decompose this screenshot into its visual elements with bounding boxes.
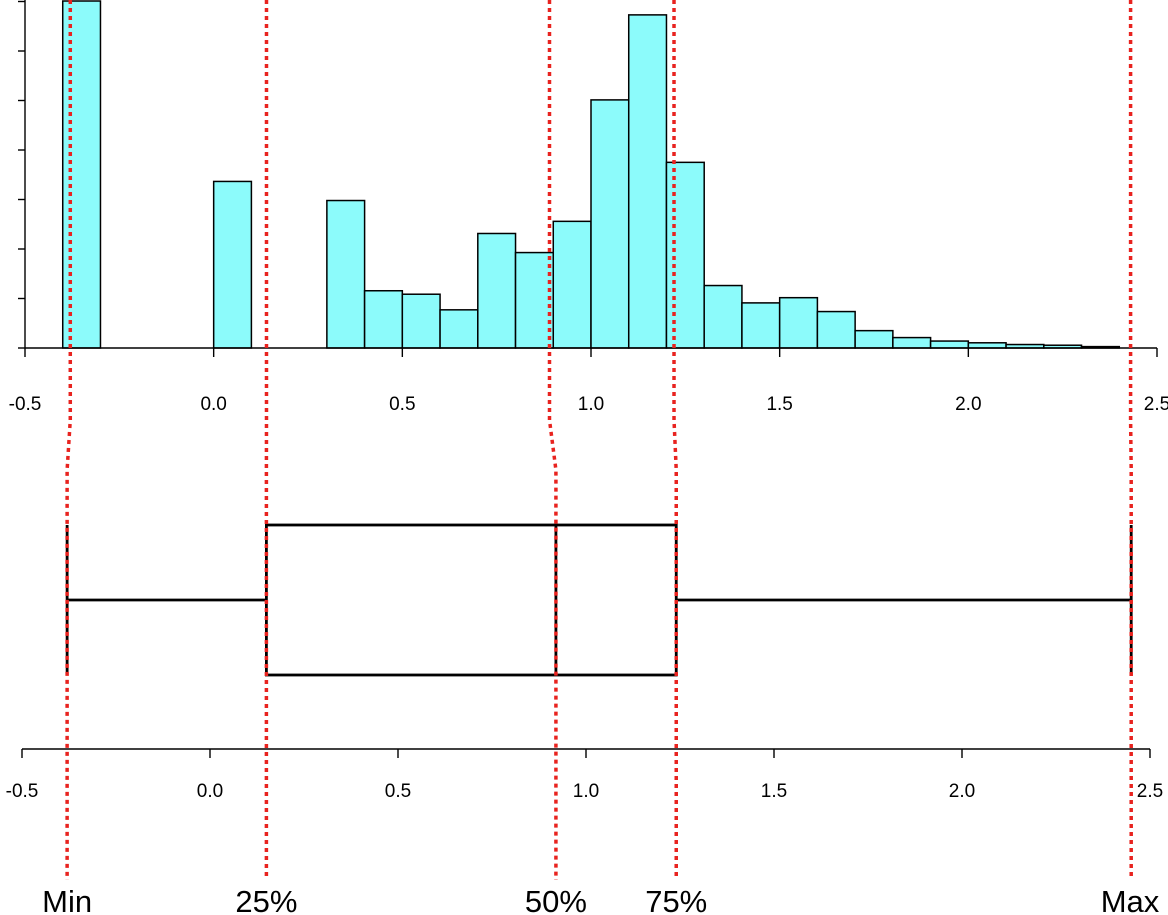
histogram-bar bbox=[477, 232, 517, 349]
histogram-bar bbox=[401, 293, 441, 349]
histogram-bar bbox=[703, 284, 743, 349]
histogram-bar bbox=[665, 161, 705, 349]
histogram-bar bbox=[552, 220, 592, 349]
x-tick-label: -0.5 bbox=[9, 394, 42, 415]
quantile-marker-line bbox=[672, 0, 678, 880]
quantile-label: 25% bbox=[235, 884, 297, 915]
histogram-bar bbox=[816, 310, 856, 349]
histogram-bar bbox=[778, 296, 819, 349]
x-tick-label: 1.5 bbox=[766, 394, 792, 415]
histogram-bar bbox=[61, 0, 102, 349]
x-tick-label: 2.5 bbox=[1144, 394, 1168, 415]
histogram-bar bbox=[590, 99, 630, 349]
quantile-markers: Min 25% 50% 75% Max bbox=[42, 0, 1160, 915]
histogram-bar bbox=[439, 309, 479, 349]
x-tick-label: 1.0 bbox=[578, 394, 604, 415]
x-tick-label: 2.5 bbox=[1137, 781, 1163, 802]
quantile-marker-line bbox=[65, 0, 73, 880]
histogram-bar bbox=[854, 329, 894, 349]
quantile-label: Min bbox=[42, 884, 92, 915]
histogram-bar bbox=[967, 342, 1007, 349]
quantile-label: 75% bbox=[645, 884, 707, 915]
quantile-marker-line bbox=[1128, 0, 1133, 880]
x-tick-label: 0.0 bbox=[197, 781, 223, 802]
histogram-bar bbox=[363, 289, 404, 349]
x-tick-label: 2.0 bbox=[955, 394, 981, 415]
x-tick-label: 1.5 bbox=[761, 781, 787, 802]
histogram-bar bbox=[627, 14, 668, 349]
histogram-bar bbox=[212, 180, 253, 349]
quantile-label: 50% bbox=[525, 884, 587, 915]
histogram: -0.5 0.0 0.5 1.0 1.5 2.0 2.5 bbox=[9, 0, 1168, 415]
quantile-label: Max bbox=[1101, 884, 1160, 915]
x-tick-label: 0.5 bbox=[385, 781, 411, 802]
boxplot: -0.5 0.0 0.5 1.0 1.5 2.0 2.5 bbox=[6, 523, 1163, 802]
histogram-bar bbox=[892, 336, 932, 349]
histogram-bar bbox=[514, 251, 555, 349]
histogram-bar bbox=[326, 199, 366, 349]
quantile-marker-line bbox=[547, 0, 558, 880]
iqr-box bbox=[264, 523, 678, 677]
histogram-bar bbox=[929, 340, 970, 349]
histogram-bar bbox=[741, 302, 781, 349]
x-tick-label: 2.0 bbox=[949, 781, 975, 802]
x-tick-label: 1.0 bbox=[573, 781, 599, 802]
x-tick-label: 0.0 bbox=[200, 394, 226, 415]
x-tick-label: -0.5 bbox=[6, 781, 39, 802]
x-tick-label: 0.5 bbox=[389, 394, 415, 415]
